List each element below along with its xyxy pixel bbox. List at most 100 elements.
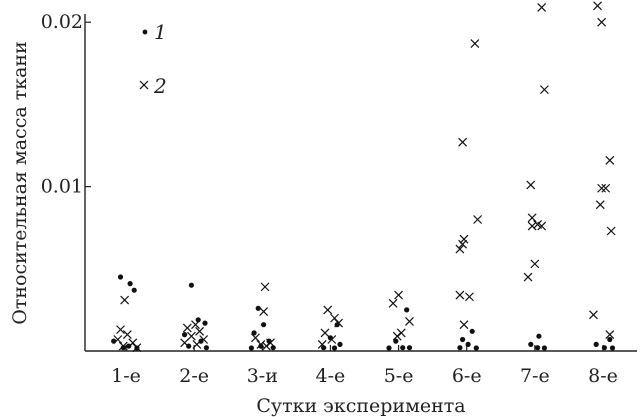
- data-point-series-1: [261, 322, 267, 328]
- data-point-series-2: [458, 239, 468, 249]
- data-point-series-2: [539, 85, 549, 95]
- data-point-series-2: [455, 290, 465, 300]
- y-axis-label: Относительная масса ткани: [9, 41, 31, 324]
- legend-label-series-1: 1: [154, 20, 167, 44]
- data-point-series-2: [527, 213, 537, 223]
- data-point-series-2: [459, 234, 469, 244]
- data-point-series-2: [132, 343, 142, 353]
- data-point-series-2: [605, 155, 615, 165]
- data-point-series-1: [393, 338, 399, 344]
- data-point-series-2: [523, 272, 533, 282]
- x-tick-label: 3-и: [247, 365, 278, 387]
- data-point-series-2: [113, 335, 123, 344]
- data-point-series-1: [406, 345, 413, 351]
- data-point-series-2: [192, 340, 202, 349]
- data-point-series-2: [597, 183, 607, 193]
- data-point-series-2: [261, 341, 271, 351]
- data-point-series-2: [459, 320, 469, 330]
- x-tick-label: 6-е: [452, 365, 482, 387]
- data-point-series-1: [120, 345, 126, 351]
- data-point-series-2: [537, 3, 547, 12]
- data-point-series-2: [199, 335, 209, 344]
- data-point-series-2: [317, 340, 327, 349]
- data-point-series-1: [609, 345, 616, 351]
- y-tick-label: 0.01: [41, 176, 83, 198]
- data-point-series-2: [260, 282, 270, 292]
- data-point-series-2: [537, 221, 547, 231]
- data-point-series-1: [528, 341, 534, 347]
- data-point-series-1: [460, 336, 466, 343]
- data-point-series-2: [458, 137, 468, 147]
- data-point-series-1: [331, 345, 338, 351]
- data-point-series-2: [122, 330, 132, 339]
- data-points: [111, 1, 616, 353]
- data-point-series-2: [473, 215, 483, 224]
- data-point-series-1: [127, 281, 133, 287]
- x-tick-label: 5-е: [384, 365, 414, 387]
- data-point-series-2: [195, 326, 205, 336]
- data-point-series-1: [182, 332, 188, 338]
- data-point-series-2: [605, 330, 615, 339]
- data-point-series-1: [601, 345, 608, 351]
- data-point-series-2: [601, 183, 611, 193]
- data-point-series-2: [120, 295, 130, 305]
- data-point-series-2: [259, 307, 269, 316]
- legend-marker-series-1: [142, 29, 148, 35]
- data-point-series-2: [394, 290, 403, 300]
- data-point-series-1: [203, 345, 209, 351]
- data-point-series-2: [256, 340, 266, 349]
- x-tick-label: 7-е: [520, 365, 550, 387]
- data-point-series-2: [465, 292, 474, 302]
- data-point-series-2: [180, 338, 190, 348]
- data-point-series-1: [593, 341, 599, 347]
- data-point-series-2: [530, 259, 540, 269]
- data-point-series-2: [320, 328, 330, 338]
- data-point-series-2: [527, 221, 537, 231]
- data-point-series-1: [457, 345, 463, 351]
- legend-marker-series-2: [139, 80, 149, 90]
- data-point-series-2: [595, 200, 605, 210]
- data-point-series-2: [606, 226, 616, 236]
- data-point-series-2: [455, 244, 465, 254]
- legend-label-series-2: 2: [153, 74, 167, 98]
- x-tick-label: 4-е: [316, 365, 346, 387]
- data-point-series-2: [405, 316, 414, 326]
- data-point-series-2: [116, 325, 125, 335]
- data-point-series-1: [251, 330, 257, 336]
- data-point-series-1: [386, 345, 392, 351]
- data-point-series-2: [334, 318, 344, 328]
- data-point-series-2: [118, 341, 128, 351]
- data-point-series-2: [593, 1, 602, 11]
- data-point-series-2: [251, 333, 260, 343]
- data-point-series-1: [469, 328, 475, 334]
- data-point-series-1: [400, 345, 406, 351]
- y-ticks: 0.01 0.02: [41, 11, 91, 198]
- data-point-series-1: [337, 341, 343, 347]
- data-point-series-2: [392, 331, 402, 341]
- data-point-series-1: [202, 320, 208, 326]
- y-tick-label: 0.02: [41, 11, 83, 33]
- data-point-series-1: [248, 345, 254, 351]
- data-point-series-1: [473, 345, 479, 351]
- data-point-series-2: [597, 17, 607, 27]
- data-point-series-2: [191, 320, 200, 330]
- data-point-series-1: [258, 343, 264, 349]
- x-ticks: 1-е 2-е 3-и 4-е 5-е 6-е 7-е 8-е: [111, 345, 618, 387]
- data-point-series-1: [535, 345, 541, 351]
- data-point-series-1: [404, 307, 410, 313]
- data-point-series-1: [188, 282, 194, 288]
- data-point-series-1: [465, 341, 471, 347]
- data-point-series-2: [388, 298, 398, 308]
- data-point-series-2: [470, 39, 480, 49]
- data-point-series-2: [186, 331, 196, 341]
- data-point-series-1: [607, 336, 613, 343]
- data-point-series-1: [131, 287, 137, 293]
- data-point-series-1: [117, 274, 124, 280]
- legend: 1 2: [139, 20, 167, 98]
- x-axis-label: Сутки эксперимента: [256, 395, 465, 417]
- x-tick-label: 8-е: [588, 365, 618, 387]
- data-point-series-2: [327, 335, 337, 344]
- data-point-series-2: [182, 323, 192, 333]
- x-tick-label: 2-е: [179, 365, 209, 387]
